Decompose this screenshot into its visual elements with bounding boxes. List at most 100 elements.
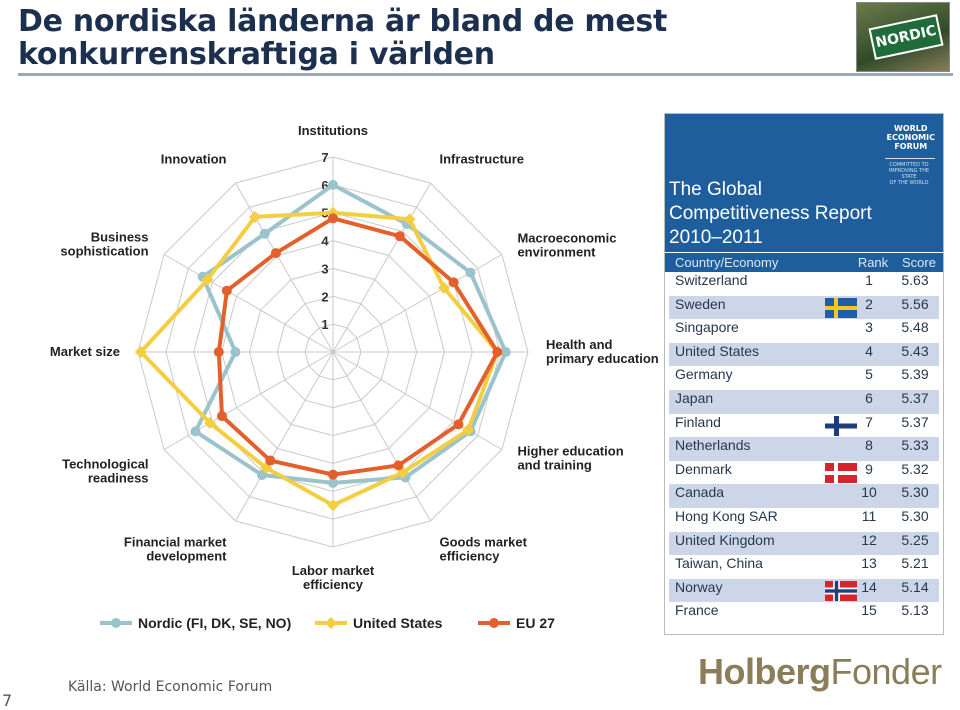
wef-org-line: ECONOMIC — [886, 133, 935, 142]
tick-label: 3 — [321, 261, 328, 276]
title-line-2: konkurrenskraftiga i världen — [18, 37, 495, 72]
axis-label: Health and primary education — [546, 337, 659, 366]
series-point-2 — [270, 248, 281, 259]
axis-label-line: environment — [517, 245, 596, 260]
ranking-country: Germany — [675, 366, 733, 383]
ranking-rank: 9 — [865, 460, 873, 477]
axis-label: Institutions — [298, 123, 368, 138]
wef-mission-line: IMPROVING THE STATE — [888, 168, 930, 180]
ranking-country: Finland — [675, 413, 721, 430]
finland-flag-icon — [825, 415, 857, 436]
legend-swatch-marker — [111, 618, 121, 628]
holberg-fonder-logo: HolbergFonder — [698, 651, 942, 693]
series-point-0 — [259, 228, 270, 239]
series-point-1 — [249, 210, 261, 223]
ranking-country: Netherlands — [675, 437, 751, 454]
series-point-2 — [448, 277, 459, 288]
source-note: Källa: World Economic Forum — [68, 679, 273, 695]
ranking-score: 5.32 — [901, 460, 929, 477]
ranking-rank: 1 — [865, 272, 873, 288]
series-point-2 — [265, 455, 276, 466]
ranking-score: 5.30 — [901, 507, 929, 524]
ranking-country: Sweden — [675, 295, 726, 312]
axis-label-line: Labor market — [292, 563, 375, 578]
axis-label-line: efficiency — [303, 577, 364, 592]
wef-title-line: 2010–2011 — [669, 227, 763, 248]
ranking-row: Japan 6 5.37 — [669, 389, 939, 414]
series-point-2 — [328, 469, 338, 480]
ranking-rank: 5 — [865, 366, 873, 383]
ranking-country: Hong Kong SAR — [675, 507, 778, 524]
series-point-1 — [203, 417, 216, 430]
ranking-row: Canada 10 5.30 — [669, 484, 939, 508]
ranking-row: Switzerland 1 5.63 — [669, 272, 939, 296]
axis-label-line: Infrastructure — [440, 152, 525, 167]
ranking-rank: 13 — [861, 555, 877, 572]
legend-entry: United States — [315, 615, 443, 631]
legend-swatch-marker — [489, 618, 499, 628]
ranking-score: 5.25 — [901, 531, 929, 548]
ranking-rank: 10 — [861, 484, 877, 501]
ranking-row: Germany 5 5.39 — [669, 366, 939, 390]
axis-label-line: Goods market — [440, 534, 528, 549]
grid-spoke — [235, 351, 334, 522]
ranking-country: United States — [675, 342, 760, 359]
ranking-score: 5.30 — [901, 484, 929, 501]
ranking-rank: 12 — [861, 531, 877, 548]
axis-label-line: Institutions — [298, 123, 368, 138]
series-point-0 — [190, 426, 201, 437]
series-point-1 — [437, 281, 450, 294]
ranking-score: 5.37 — [901, 413, 929, 430]
wef-divider — [885, 158, 935, 159]
nordic-sign: NORDIC — [868, 14, 944, 60]
ranking-table: Switzerland 1 5.63 Sweden 2 5.56 Singapore 3 5.4… — [665, 272, 943, 626]
series-point-0 — [328, 477, 338, 488]
brand-part-1: Holberg — [698, 651, 831, 692]
series-point-1 — [403, 213, 416, 226]
ranking-country: Taiwan, China — [675, 555, 763, 572]
axis-label-line: Higher education — [517, 444, 623, 459]
ranking-score: 5.43 — [901, 342, 929, 359]
ranking-row: Singapore 3 5.48 — [669, 319, 939, 343]
tick-label: 7 — [321, 150, 328, 165]
axis-label-line: efficiency — [440, 548, 501, 563]
ranking-row: France 15 5.13 — [669, 602, 939, 626]
axis-label: Higher education and training — [517, 444, 623, 473]
ranking-score: 5.39 — [901, 366, 929, 383]
denmark-flag-icon — [825, 462, 857, 483]
ranking-rank: 7 — [865, 413, 873, 430]
axis-label-line: Market size — [50, 344, 120, 359]
wef-mission: COMMITTED TO IMPROVING THE STATE OF THE … — [881, 162, 937, 186]
ranking-row: United Kingdom 12 5.25 — [669, 531, 939, 556]
ranking-rank: 3 — [865, 319, 873, 336]
axis-label: Financial market development — [124, 534, 227, 563]
series-line-0 — [193, 182, 508, 485]
series-point-0 — [230, 347, 241, 357]
ranking-rank: 4 — [865, 342, 873, 359]
wef-org-line: FORUM — [894, 142, 928, 151]
wef-title-line: Competitiveness Report — [669, 203, 872, 224]
ranking-score: 5.48 — [901, 319, 929, 336]
wef-mission-line: COMMITTED TO — [889, 162, 929, 168]
chart-legend: Nordic (FI, DK, SE, NO) United States EU 2… — [100, 615, 555, 631]
ranking-score: 5.56 — [901, 295, 929, 312]
grid-spoke — [332, 351, 431, 522]
ranking-row: Netherlands 8 5.33 — [669, 437, 939, 461]
ranking-rank: 8 — [865, 437, 873, 454]
tick-label: 6 — [321, 178, 328, 193]
ranking-row: United States 4 5.43 — [669, 342, 939, 367]
axis-label-line: Technological — [62, 457, 148, 472]
tick-label: 1 — [321, 317, 328, 332]
tick-label: 2 — [321, 289, 328, 304]
series-point-2 — [394, 231, 405, 242]
axis-label-line: Business — [91, 230, 149, 245]
axis-label-line: primary education — [546, 351, 659, 366]
axis-label-line: development — [146, 548, 227, 563]
axis-label: Goods market efficiency — [440, 534, 528, 563]
ranking-rank: 6 — [865, 389, 873, 406]
ranking-country: Singapore — [675, 319, 739, 336]
series-point-2 — [328, 213, 338, 224]
page-title: De nordiska länderna är bland de mest ko… — [18, 5, 838, 71]
wef-report-cover: WORLD ECONOMIC FORUM COMMITTED TO IMPROV… — [665, 114, 943, 252]
ranking-country: Japan — [675, 389, 714, 406]
